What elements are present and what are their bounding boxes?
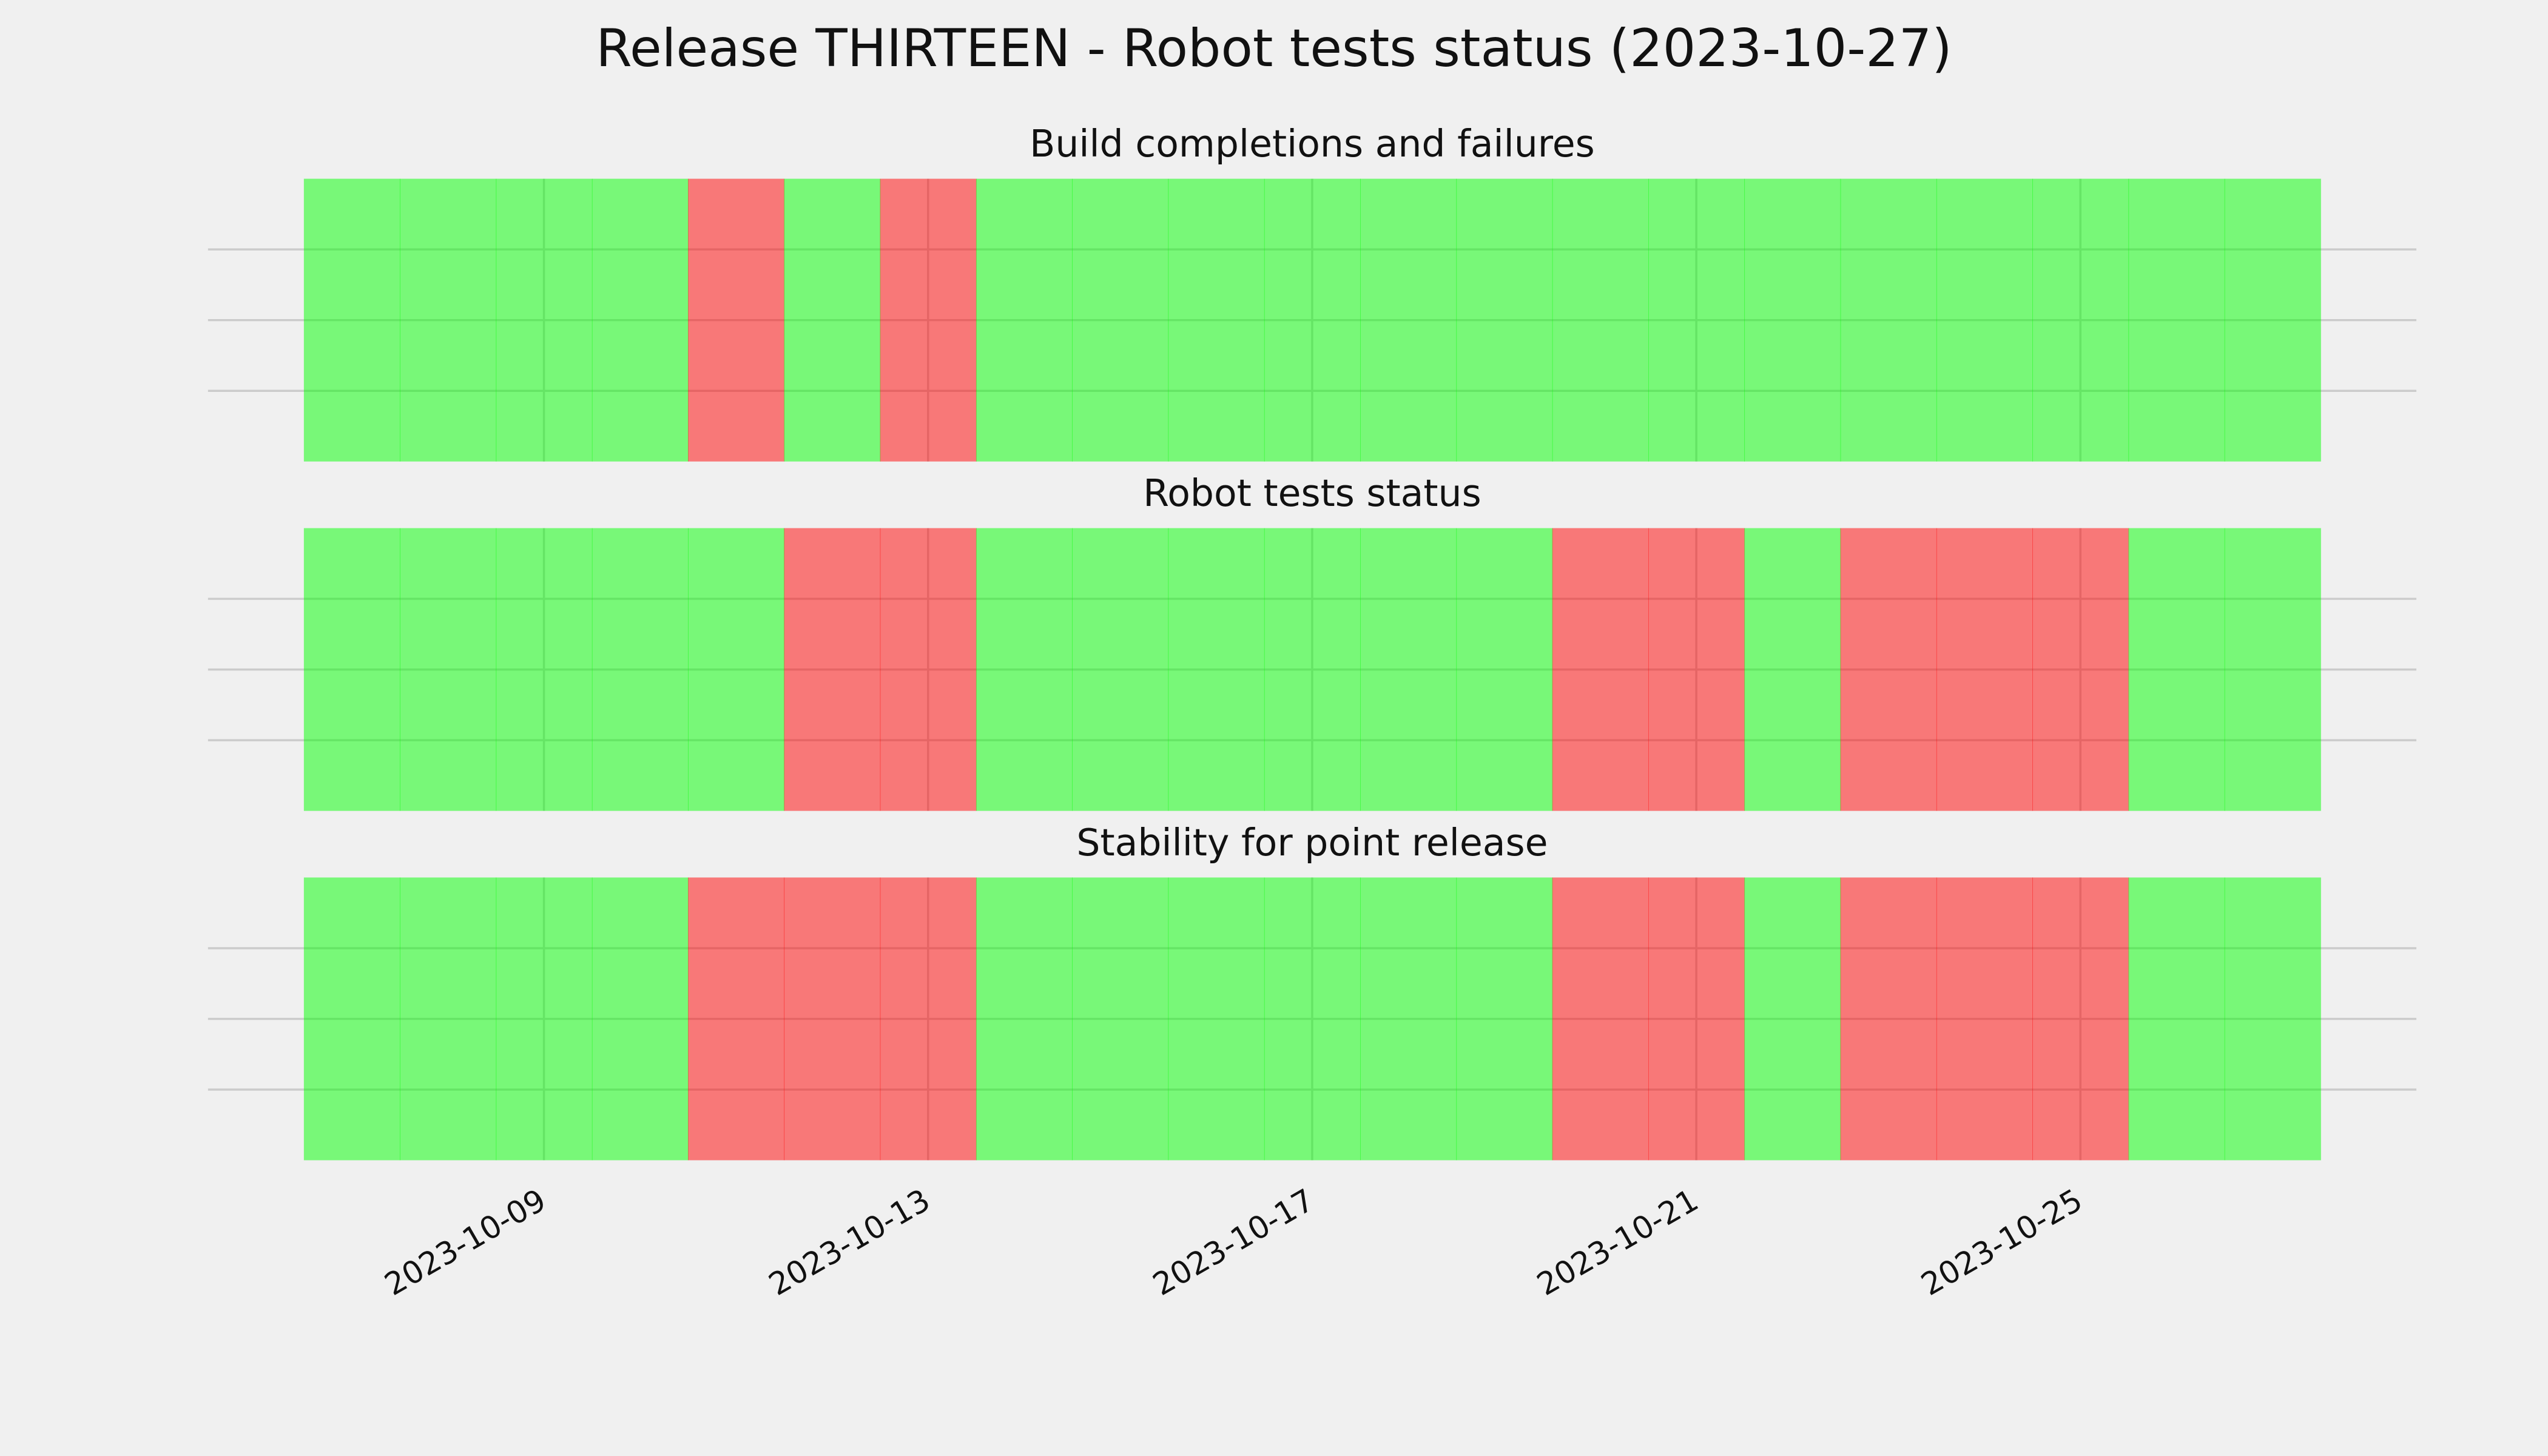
status-bar	[1264, 528, 1361, 811]
status-bar	[1936, 877, 2033, 1161]
status-bar	[400, 877, 497, 1161]
status-bar	[880, 178, 977, 462]
status-bar	[1936, 528, 2033, 811]
status-bar	[880, 877, 977, 1161]
status-bar	[1456, 528, 1553, 811]
status-bar	[2032, 528, 2129, 811]
status-bar	[1072, 528, 1169, 811]
status-bar	[1552, 877, 1649, 1161]
status-bar	[496, 528, 593, 811]
status-bar	[1744, 877, 1841, 1161]
status-bar	[1744, 178, 1841, 462]
status-bar	[1072, 877, 1169, 1161]
status-bar	[592, 528, 689, 811]
status-bar	[784, 178, 881, 462]
status-bar	[592, 178, 689, 462]
status-bar	[1360, 178, 1457, 462]
status-bar	[1744, 528, 1841, 811]
status-bar	[2128, 178, 2225, 462]
status-bar	[2128, 528, 2225, 811]
status-bar	[400, 528, 497, 811]
status-bar	[1168, 178, 1265, 462]
status-bar	[1360, 528, 1457, 811]
status-bar	[784, 528, 881, 811]
status-bar	[1264, 877, 1361, 1161]
status-bar	[1072, 178, 1169, 462]
chart-title: Release THIRTEEN - Robot tests status (2…	[596, 18, 1952, 79]
status-bar	[1648, 877, 1745, 1161]
status-bar	[1936, 178, 2033, 462]
status-bar	[303, 178, 400, 462]
status-bar	[496, 877, 593, 1161]
status-bar	[2224, 528, 2321, 811]
status-bar	[1552, 528, 1649, 811]
panel-title: Stability for point release	[1076, 821, 1548, 864]
status-bar	[1840, 528, 1937, 811]
status-bar	[2032, 178, 2129, 462]
status-bar	[1264, 178, 1361, 462]
status-bar	[688, 528, 785, 811]
status-bar	[2224, 877, 2321, 1161]
status-bar	[400, 178, 497, 462]
status-bar	[976, 528, 1073, 811]
status-bar	[880, 528, 977, 811]
status-bar	[1456, 178, 1553, 462]
status-bar	[1456, 877, 1553, 1161]
status-bar	[1168, 528, 1265, 811]
status-bar	[1648, 528, 1745, 811]
status-bar	[2224, 178, 2321, 462]
status-bar	[976, 877, 1073, 1161]
status-bar	[1840, 877, 1937, 1161]
status-bar	[688, 877, 785, 1161]
status-bar	[2128, 877, 2225, 1161]
status-bar	[2032, 877, 2129, 1161]
status-bar	[303, 528, 400, 811]
status-bar	[303, 877, 400, 1161]
status-bar	[1360, 877, 1457, 1161]
status-bar	[1552, 178, 1649, 462]
status-bar	[976, 178, 1073, 462]
status-bar	[592, 877, 689, 1161]
status-bar	[688, 178, 785, 462]
panel-title: Build completions and failures	[1030, 122, 1595, 166]
status-bar	[1648, 178, 1745, 462]
status-bar	[784, 877, 881, 1161]
status-bar	[1168, 877, 1265, 1161]
panel-title: Robot tests status	[1143, 471, 1481, 515]
status-bar	[1840, 178, 1937, 462]
status-bar	[496, 178, 593, 462]
